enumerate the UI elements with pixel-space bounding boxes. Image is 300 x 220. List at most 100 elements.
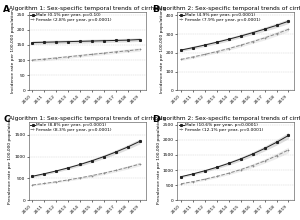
Line: Male (4.9% per year, p<0.0001): Male (4.9% per year, p<0.0001) — [180, 20, 289, 51]
Male (0.1% per year, p=0.10) — [78, 40, 82, 43]
Male (0.1% per year, p=0.10) — [66, 40, 70, 43]
Title: Algorithm 2: Sex-specific temporal trends of cirrhosis: Algorithm 2: Sex-specific temporal trend… — [158, 116, 300, 121]
Female (7.9% per year, p<0.0001) — [263, 37, 266, 39]
Female (7.9% per year, p<0.0001) — [251, 40, 254, 43]
Male (4.9% per year, p<0.0001) — [275, 24, 278, 27]
Female (7.9% per year, p<0.0001) — [191, 56, 195, 58]
Male (10.6% per year, p<0.0001) — [263, 147, 266, 150]
Female (2.8% per year, p<0.0001) — [78, 54, 82, 57]
Male (4.9% per year, p<0.0001) — [263, 28, 266, 30]
Male (4.9% per year, p<0.0001) — [215, 41, 219, 44]
Female (2.8% per year, p<0.0001) — [90, 53, 94, 56]
Female (8.3% per year, p<0.0001) — [102, 172, 106, 174]
Female (12.1% per year, p<0.0001) — [179, 182, 183, 185]
Male (0.1% per year, p=0.10) — [43, 41, 46, 44]
Male (10.6% per year, p<0.0001) — [179, 175, 183, 178]
Male (8.8% per year, p<0.0001) — [31, 175, 34, 178]
Male (4.9% per year, p<0.0001) — [227, 38, 231, 40]
Y-axis label: Prevalence rate per 100,000 population: Prevalence rate per 100,000 population — [8, 118, 12, 204]
Female (8.3% per year, p<0.0001) — [138, 163, 142, 165]
Female (7.9% per year, p<0.0001) — [203, 53, 207, 56]
Female (7.9% per year, p<0.0001) — [239, 44, 242, 46]
Male (0.1% per year, p=0.10) — [126, 39, 130, 41]
Male (8.8% per year, p<0.0001) — [66, 167, 70, 169]
Male (0.1% per year, p=0.10) — [31, 41, 34, 44]
Text: C: C — [3, 116, 10, 125]
Male (8.8% per year, p<0.0001) — [43, 172, 46, 175]
Female (12.1% per year, p<0.0001) — [275, 154, 278, 157]
Title: Algorithm 2: Sex-specific temporal trends of cirrhosis: Algorithm 2: Sex-specific temporal trend… — [158, 6, 300, 11]
Female (12.1% per year, p<0.0001) — [239, 168, 242, 171]
Female (2.8% per year, p<0.0001) — [126, 49, 130, 52]
Female (12.1% per year, p<0.0001) — [263, 160, 266, 162]
Female (7.9% per year, p<0.0001) — [215, 50, 219, 53]
Male (10.6% per year, p<0.0001) — [203, 169, 207, 172]
Line: Male (0.1% per year, p=0.10): Male (0.1% per year, p=0.10) — [32, 39, 141, 43]
Line: Female (7.9% per year, p<0.0001): Female (7.9% per year, p<0.0001) — [180, 28, 290, 61]
Female (2.8% per year, p<0.0001) — [102, 52, 106, 54]
Male (4.9% per year, p<0.0001) — [179, 49, 183, 51]
Male (8.8% per year, p<0.0001) — [55, 170, 58, 172]
Female (8.3% per year, p<0.0001) — [31, 184, 34, 186]
Legend: Male (0.1% per year, p=0.10), Female (2.8% per year, p<0.0001): Male (0.1% per year, p=0.10), Female (2.… — [30, 13, 112, 22]
Male (8.8% per year, p<0.0001) — [138, 140, 142, 143]
Male (10.6% per year, p<0.0001) — [227, 162, 231, 165]
Male (8.8% per year, p<0.0001) — [102, 155, 106, 158]
Female (2.8% per year, p<0.0001) — [66, 55, 70, 58]
Female (7.9% per year, p<0.0001) — [179, 58, 183, 61]
Female (8.3% per year, p<0.0001) — [126, 166, 130, 169]
Male (8.8% per year, p<0.0001) — [90, 159, 94, 162]
Line: Female (2.8% per year, p<0.0001): Female (2.8% per year, p<0.0001) — [31, 48, 141, 61]
Line: Male (8.8% per year, p<0.0001): Male (8.8% per year, p<0.0001) — [32, 141, 141, 177]
Female (8.3% per year, p<0.0001) — [114, 169, 118, 172]
Female (2.8% per year, p<0.0001) — [138, 48, 142, 51]
Female (12.1% per year, p<0.0001) — [251, 164, 254, 167]
Male (4.9% per year, p<0.0001) — [251, 31, 254, 34]
Legend: Male (8.8% per year, p<0.0001), Female (8.3% per year, p<0.0001): Male (8.8% per year, p<0.0001), Female (… — [30, 123, 112, 132]
Female (7.9% per year, p<0.0001) — [287, 28, 290, 31]
Male (0.1% per year, p=0.10) — [114, 39, 118, 42]
Male (10.6% per year, p<0.0001) — [275, 141, 278, 144]
Male (0.1% per year, p=0.10) — [55, 41, 58, 43]
Male (8.8% per year, p<0.0001) — [126, 146, 130, 148]
Title: Algorithm 1: Sex-specific temporal trends of cirrhosis: Algorithm 1: Sex-specific temporal trend… — [9, 116, 166, 121]
Female (2.8% per year, p<0.0001) — [31, 59, 34, 61]
Line: Female (12.1% per year, p<0.0001): Female (12.1% per year, p<0.0001) — [180, 148, 290, 185]
Male (8.8% per year, p<0.0001) — [78, 163, 82, 166]
Female (8.3% per year, p<0.0001) — [43, 182, 46, 185]
Text: A: A — [3, 6, 10, 15]
Female (7.9% per year, p<0.0001) — [227, 47, 231, 50]
Male (0.1% per year, p=0.10) — [102, 39, 106, 42]
Line: Female (8.3% per year, p<0.0001): Female (8.3% per year, p<0.0001) — [31, 163, 141, 186]
Y-axis label: Prevalence rate per 100,000 population: Prevalence rate per 100,000 population — [157, 118, 161, 204]
Female (8.3% per year, p<0.0001) — [55, 180, 58, 183]
Y-axis label: Incidence rate per 100,000 population: Incidence rate per 100,000 population — [160, 9, 164, 93]
Female (7.9% per year, p<0.0001) — [275, 33, 278, 35]
Female (12.1% per year, p<0.0001) — [191, 180, 195, 183]
Male (4.9% per year, p<0.0001) — [203, 44, 207, 46]
Male (10.6% per year, p<0.0001) — [251, 153, 254, 155]
Text: B: B — [152, 6, 158, 15]
Female (8.3% per year, p<0.0001) — [78, 176, 82, 179]
Female (8.3% per year, p<0.0001) — [66, 179, 70, 181]
Title: Algorithm 1: Sex-specific temporal trends of cirrhosis: Algorithm 1: Sex-specific temporal trend… — [9, 6, 166, 11]
Female (2.8% per year, p<0.0001) — [114, 51, 118, 53]
Male (10.6% per year, p<0.0001) — [191, 172, 195, 175]
Male (4.9% per year, p<0.0001) — [287, 20, 290, 23]
Female (12.1% per year, p<0.0001) — [227, 172, 231, 174]
Legend: Male (4.9% per year, p<0.0001), Female (7.9% per year, p<0.0001): Male (4.9% per year, p<0.0001), Female (… — [178, 13, 261, 22]
Y-axis label: Incidence rate per 100,000 population: Incidence rate per 100,000 population — [11, 9, 15, 93]
Line: Male (10.6% per year, p<0.0001): Male (10.6% per year, p<0.0001) — [180, 135, 289, 178]
Male (0.1% per year, p=0.10) — [138, 38, 142, 41]
Female (2.8% per year, p<0.0001) — [43, 58, 46, 60]
Female (12.1% per year, p<0.0001) — [287, 148, 290, 151]
Male (8.8% per year, p<0.0001) — [114, 151, 118, 153]
Male (4.9% per year, p<0.0001) — [191, 46, 195, 49]
Female (12.1% per year, p<0.0001) — [215, 175, 219, 178]
Male (10.6% per year, p<0.0001) — [239, 158, 242, 160]
Legend: Male (10.6% per year, p<0.0001), Female (12.1% per year, p<0.0001): Male (10.6% per year, p<0.0001), Female … — [178, 123, 264, 132]
Male (10.6% per year, p<0.0001) — [215, 166, 219, 169]
Female (12.1% per year, p<0.0001) — [203, 178, 207, 180]
Text: D: D — [152, 116, 159, 125]
Male (0.1% per year, p=0.10) — [90, 40, 94, 42]
